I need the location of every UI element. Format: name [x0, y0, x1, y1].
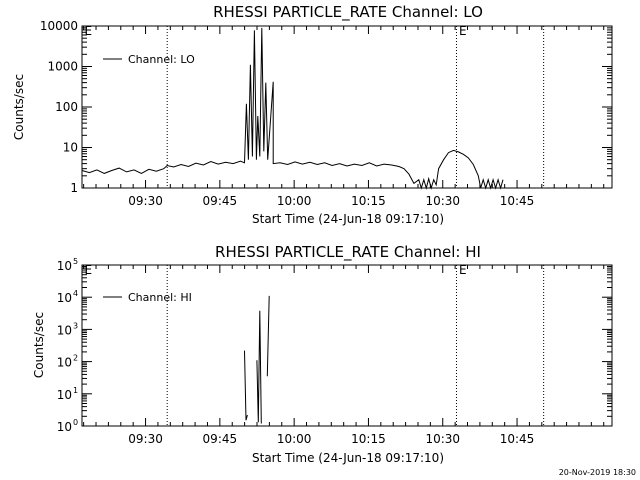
chart-title-lo: RHESSI PARTICLE_RATE Channel: LO	[213, 3, 483, 22]
y-tick-exponent-5: 5	[73, 257, 78, 266]
x-tick-label-2: 10:00	[277, 432, 312, 446]
x-tick-label-3: 10:15	[351, 432, 386, 446]
series-line-0-segment-1	[256, 310, 262, 424]
legend-label-hi: Channel: HI	[128, 291, 192, 304]
y-tick-label-4: 10000	[40, 19, 78, 33]
x-tick-label-1: 09:45	[203, 194, 238, 208]
series-hi	[244, 295, 270, 424]
legend-label-lo: Channel: LO	[128, 53, 195, 66]
y-tick-exponent-3: 3	[73, 321, 78, 330]
y-tick-label-0: 10	[57, 420, 72, 434]
y-tick-label-0: 1	[70, 181, 78, 195]
x-axis-title-hi: Start Time (24-Jun-18 09:17:10)	[252, 451, 444, 465]
event-marker-label-1: E	[459, 263, 467, 277]
x-tick-label-2: 10:00	[277, 194, 312, 208]
y-tick-exponent-2: 2	[73, 354, 78, 363]
series-line-0-segment-2	[266, 295, 270, 377]
y-tick-label-3: 10	[57, 323, 72, 337]
legend-hi: Channel: HI	[103, 291, 192, 304]
x-ticks-lo: 09:30 09:45 10:00 10:15 10:30 10:45	[83, 26, 605, 208]
y-tick-label-4: 10	[57, 291, 72, 305]
y-tick-label-5: 10	[57, 259, 72, 273]
y-tick-exponent-0: 0	[73, 418, 78, 427]
legend-lo: Channel: LO	[103, 53, 195, 66]
x-axis-title-lo: Start Time (24-Jun-18 09:17:10)	[252, 212, 444, 226]
y-tick-exponent-4: 4	[73, 289, 78, 298]
y-tick-exponent-1: 1	[73, 386, 78, 395]
x-tick-label-4: 10:30	[425, 194, 460, 208]
x-tick-label-5: 10:45	[500, 432, 535, 446]
event-marker-label-0: E	[84, 24, 92, 38]
x-tick-label-5: 10:45	[500, 194, 535, 208]
x-tick-label-0: 09:30	[128, 194, 163, 208]
series-line-0-segment-0	[81, 27, 504, 190]
plot-frame-lo	[81, 25, 613, 189]
y-ticks-lo: 1 10 100 1000 10000	[40, 19, 612, 195]
y-tick-label-1: 10	[57, 388, 72, 402]
y-tick-label-2: 10	[57, 356, 72, 370]
x-tick-label-3: 10:15	[351, 194, 386, 208]
chart-title-hi: RHESSI PARTICLE_RATE Channel: HI	[215, 243, 481, 262]
x-tick-label-0: 09:30	[128, 432, 163, 446]
y-tick-label-3: 1000	[47, 60, 78, 74]
series-lo	[81, 27, 504, 190]
footer-timestamp: 20-Nov-2019 18:30	[559, 468, 636, 477]
x-tick-label-1: 09:45	[203, 432, 238, 446]
x-ticks-hi: 09:30 09:45 10:00 10:15 10:30 10:45	[83, 265, 605, 446]
y-tick-label-1: 10	[63, 141, 78, 155]
plot-frame-hi	[81, 264, 613, 427]
x-tick-label-4: 10:30	[425, 432, 460, 446]
event-marker-label-0: E	[84, 263, 92, 277]
y-axis-title-lo: Counts/sec	[12, 74, 26, 140]
event-marker-label-1: E	[459, 24, 467, 38]
y-axis-title-hi: Counts/sec	[32, 312, 46, 378]
series-line-0-segment-0	[244, 350, 248, 421]
y-tick-label-2: 100	[55, 100, 78, 114]
